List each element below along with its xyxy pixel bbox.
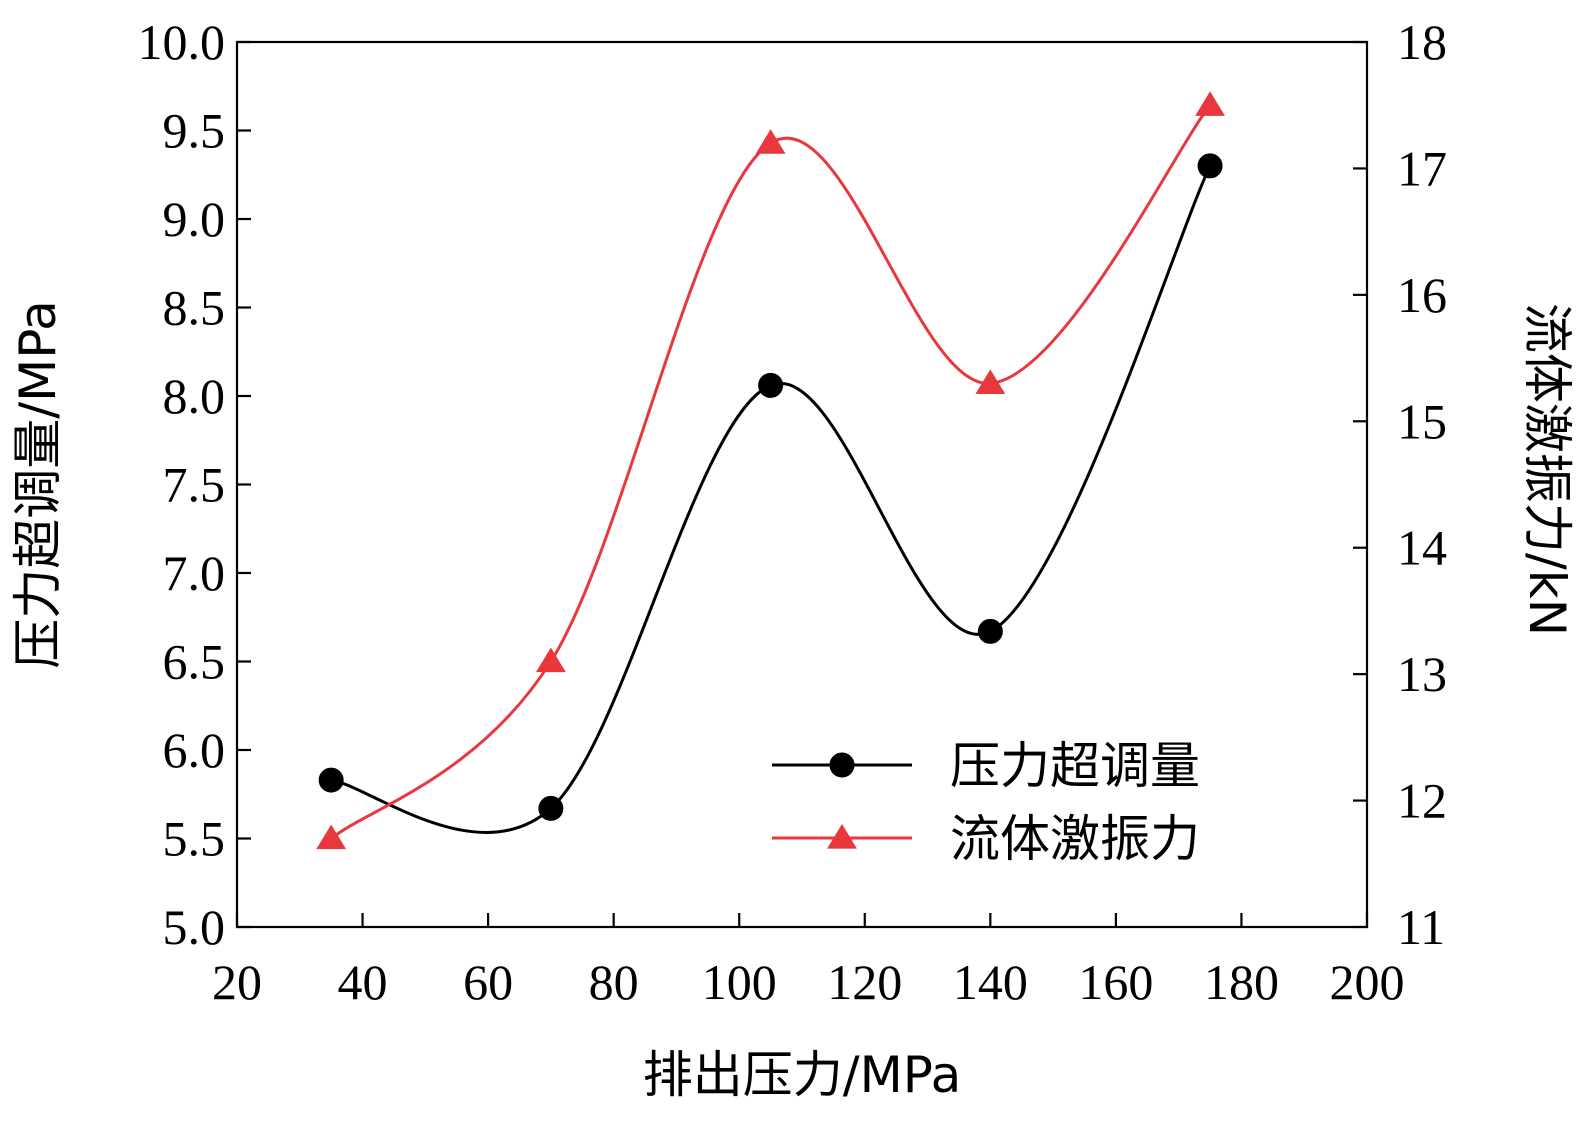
x-tick-label: 80 (589, 954, 639, 1010)
data-point (755, 129, 786, 154)
right-y-axis-title: 流体激振力/kN (1518, 303, 1576, 636)
left-y-axis: 5.0 5.5 6.0 6.5 7.0 7.5 8.0 8.5 9.0 9.5 10.0 (138, 14, 251, 955)
data-point (538, 795, 564, 821)
x-tick-label: 200 (1330, 954, 1405, 1010)
right-y-axis: 11 12 13 14 15 16 17 18 (1353, 14, 1447, 955)
legend-marker-excitation (827, 824, 857, 849)
x-tick-label: 20 (212, 954, 262, 1010)
left-y-tick-label: 9.5 (163, 103, 226, 159)
left-y-tick-label: 5.0 (163, 899, 226, 955)
legend-label-excitation: 流体激振力 (950, 810, 1200, 868)
series-overshoot (318, 153, 1223, 834)
series-line (330, 104, 1212, 840)
x-tick-label: 180 (1204, 954, 1279, 1010)
x-tick-label: 40 (338, 954, 388, 1010)
left-y-tick-label: 10.0 (138, 14, 226, 70)
legend: 压力超调量 流体激振力 (772, 737, 1200, 868)
right-y-tick-label: 12 (1397, 773, 1447, 829)
legend-label-overshoot: 压力超调量 (950, 737, 1200, 795)
left-y-tick-label: 8.5 (163, 280, 226, 336)
right-y-tick-label: 15 (1397, 393, 1447, 449)
x-tick-label: 60 (463, 954, 513, 1010)
x-tick-label: 100 (702, 954, 777, 1010)
left-y-tick-label: 6.0 (163, 722, 226, 778)
legend-marker-overshoot (829, 752, 855, 778)
left-y-tick-label: 7.0 (163, 545, 226, 601)
left-y-tick-label: 7.5 (163, 457, 226, 513)
series-excitation (316, 91, 1225, 850)
data-point (758, 372, 784, 398)
left-y-tick-label: 6.5 (163, 634, 226, 690)
data-point (535, 647, 566, 673)
left-y-axis-title: 压力超调量/MPa (9, 300, 67, 669)
legend-marker-shape (827, 824, 857, 849)
right-y-tick-label: 14 (1397, 520, 1447, 576)
data-point (1195, 91, 1225, 116)
data-point (1197, 153, 1223, 179)
x-tick-label: 140 (953, 954, 1028, 1010)
x-tick-label: 160 (1078, 954, 1153, 1010)
series-line (330, 165, 1212, 834)
right-y-tick-label: 13 (1397, 646, 1447, 702)
right-y-tick-label: 17 (1397, 140, 1447, 196)
x-axis-title: 排出压力/MPa (643, 1046, 962, 1104)
left-y-tick-label: 9.0 (163, 191, 226, 247)
right-y-tick-label: 18 (1397, 14, 1447, 70)
x-tick-label: 120 (827, 954, 902, 1010)
series-layer (316, 91, 1225, 850)
x-axis: 20 40 60 80 100 120 140 160 180 200 (212, 913, 1405, 1010)
left-y-tick-label: 5.5 (163, 811, 226, 867)
left-y-tick-label: 8.0 (163, 368, 226, 424)
data-point (975, 369, 1006, 394)
right-y-tick-label: 11 (1397, 899, 1445, 955)
data-point (977, 618, 1003, 644)
data-point (318, 767, 344, 793)
legend-marker-shape (829, 752, 855, 778)
data-point (316, 824, 347, 850)
right-y-tick-label: 16 (1397, 267, 1447, 323)
